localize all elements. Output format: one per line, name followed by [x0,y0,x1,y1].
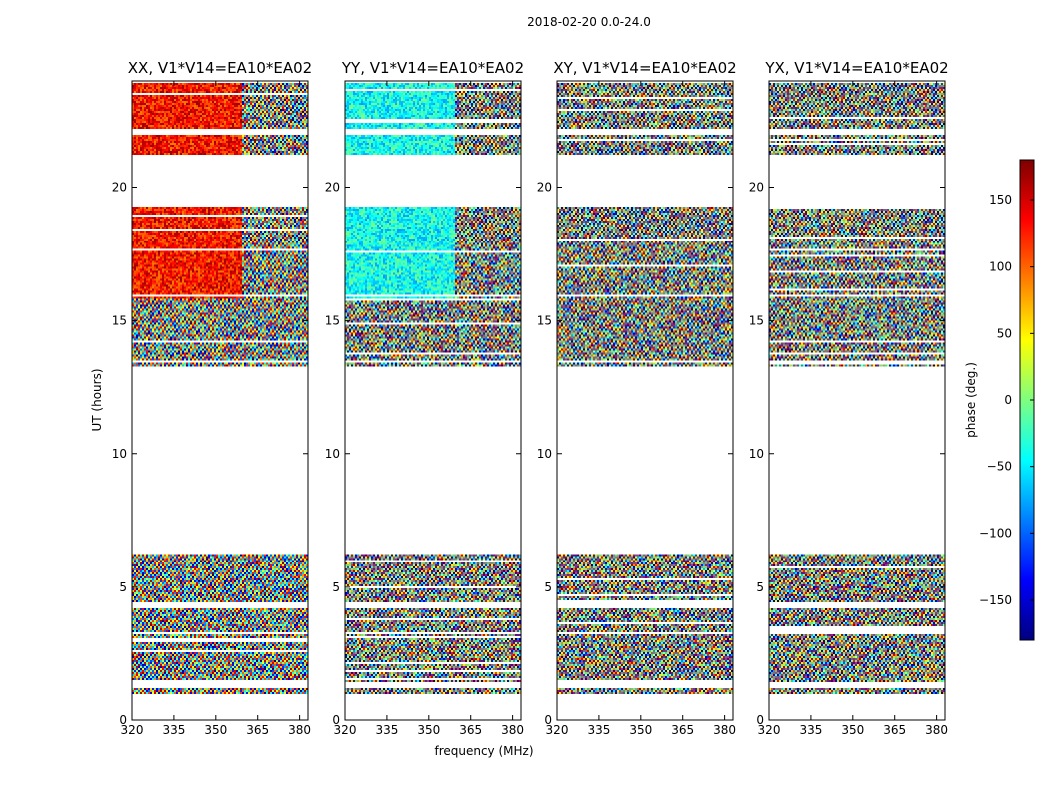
y-axis-label: UT (hours) [90,368,104,431]
x-tick-label: 320 [334,723,357,737]
panel-yy: YY, V1*V14=EA10*EA02 320 335 350 365 380 0 5 10 1… [325,59,524,737]
y-tick-label: 0 [544,713,552,727]
x-tick-label: 350 [417,723,440,737]
x-tick-label: 365 [246,723,269,737]
colorbar-tick-label: −50 [987,460,1012,474]
panel-frame [131,80,309,721]
waterfall-image-xx [132,81,308,720]
y-tick-label: 20 [537,181,552,195]
colorbar-tick-label: 100 [989,260,1012,274]
panels: XX, V1*V14=EA10*EA02 320 335 350 365 380 0 5 10 1… [112,59,949,737]
x-tick-label: 335 [162,723,185,737]
y-tick-label: 10 [537,447,552,461]
y-tick-label: 15 [537,314,552,328]
x-tick-label: 335 [799,723,822,737]
y-tick-label: 5 [332,580,340,594]
panel-title: XY, V1*V14=EA10*EA02 [553,59,736,77]
waterfall-image-yy [345,81,521,720]
panel-title: XX, V1*V14=EA10*EA02 [128,59,312,77]
x-tick-label: 320 [546,723,569,737]
x-tick-label: 380 [501,723,524,737]
panel-frame [768,80,946,721]
y-tick-label: 10 [749,447,764,461]
waterfall-image-xy [557,81,733,720]
colorbar-tick-label: 150 [989,193,1012,207]
panel-title: YY, V1*V14=EA10*EA02 [341,59,524,77]
y-tick-label: 0 [332,713,340,727]
x-tick-label: 350 [841,723,864,737]
waterfall-image-yx [769,81,945,720]
colorbar-tick-label: −150 [979,593,1012,607]
y-tick-label: 20 [325,181,340,195]
panel-xy: XY, V1*V14=EA10*EA02 320 335 350 365 380 0 5 10 1… [537,59,737,737]
colorbar: −150 −100 −50 0 50 100 150 phase (deg.) [964,159,1035,641]
y-tick-label: 10 [325,447,340,461]
colorbar-tick-label: 50 [997,326,1012,340]
x-tick-label: 320 [121,723,144,737]
y-tick-label: 15 [749,314,764,328]
x-tick-label: 350 [629,723,652,737]
y-tick-label: 0 [756,713,764,727]
y-tick-label: 15 [325,314,340,328]
panel-title: YX, V1*V14=EA10*EA02 [764,59,948,77]
x-tick-label: 365 [671,723,694,737]
y-tick-label: 5 [119,580,127,594]
colorbar-tick-label: −100 [979,526,1012,540]
panel-xx: XX, V1*V14=EA10*EA02 320 335 350 365 380 0 5 10 1… [112,59,313,737]
x-tick-label: 380 [925,723,948,737]
y-tick-label: 20 [749,181,764,195]
x-tick-label: 350 [204,723,227,737]
y-tick-label: 5 [544,580,552,594]
x-tick-label: 380 [713,723,736,737]
x-tick-label: 320 [758,723,781,737]
y-tick-label: 10 [112,447,127,461]
x-tick-label: 335 [587,723,610,737]
y-tick-label: 20 [112,181,127,195]
y-tick-label: 5 [756,580,764,594]
panel-frame [556,80,734,721]
panel-frame [344,80,522,721]
y-tick-label: 15 [112,314,127,328]
figure-title: 2018-02-20 0.0-24.0 [527,15,651,29]
x-tick-label: 335 [375,723,398,737]
x-tick-label: 365 [459,723,482,737]
y-tick-label: 0 [119,713,127,727]
colorbar-label: phase (deg.) [964,362,978,438]
x-tick-label: 365 [883,723,906,737]
x-axis-label: frequency (MHz) [434,744,533,758]
panel-yx: YX, V1*V14=EA10*EA02 320 335 350 365 380 0 5 10 1… [749,59,949,737]
x-tick-label: 380 [288,723,311,737]
colorbar-tick-label: 0 [1004,393,1012,407]
